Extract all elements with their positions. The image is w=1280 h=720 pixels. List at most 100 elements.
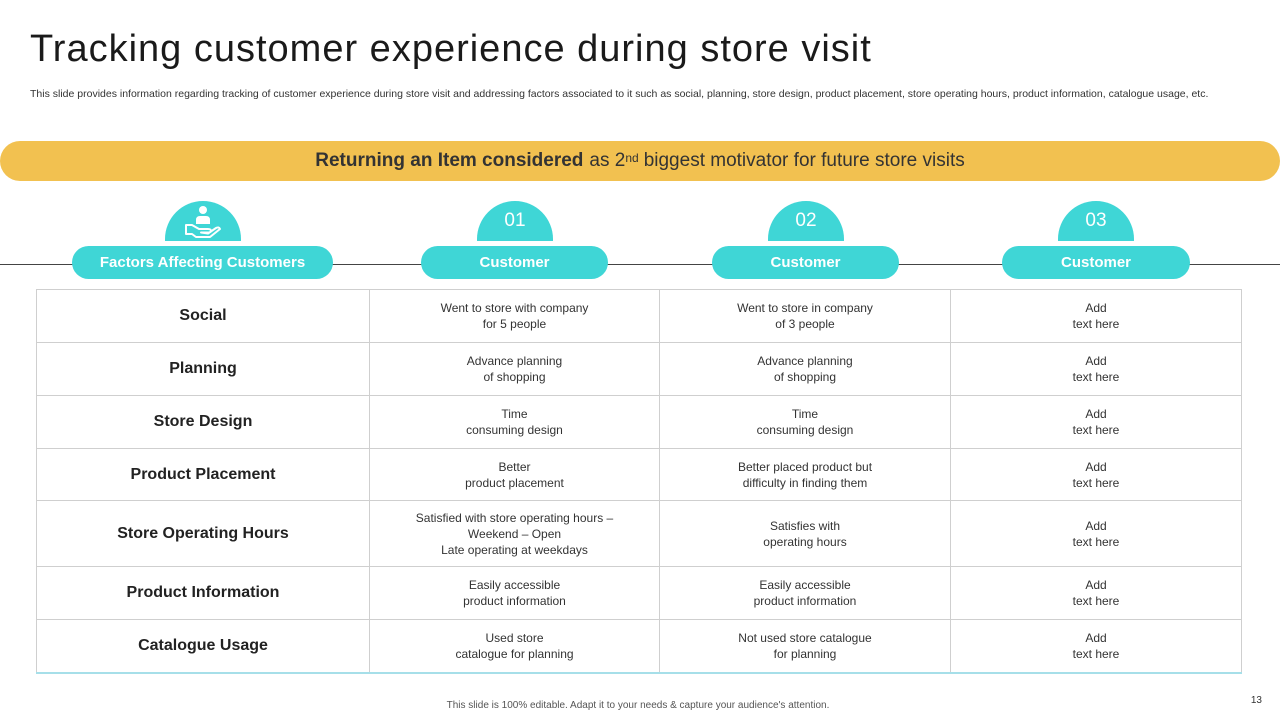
customer-03-header-pill: Customer bbox=[1002, 246, 1190, 279]
customer-01-number: 01 bbox=[504, 210, 526, 231]
customer-02-cell: Time consuming design bbox=[659, 395, 951, 449]
table-row: Store Operating Hours Satisfied with stor… bbox=[36, 500, 1242, 567]
banner-text-before-sup: as 2 bbox=[589, 150, 626, 171]
customer-01-cell: Advance planning of shopping bbox=[369, 342, 660, 396]
customer-02-number: 02 bbox=[795, 210, 817, 231]
customer-03-cell: Add text here bbox=[950, 619, 1242, 673]
customer-01-header-pill: Customer bbox=[421, 246, 608, 279]
cell-text-line: Went to store in company bbox=[737, 301, 873, 315]
table-row: Social Went to store with company for 5 pe… bbox=[36, 289, 1242, 343]
factor-cell: Product Placement bbox=[36, 448, 370, 501]
customer-02-cell: Went to store in company of 3 people bbox=[659, 289, 951, 343]
cell-text-line: Not used store catalogue bbox=[738, 630, 872, 645]
customer-02-cell: Advance planning of shopping bbox=[659, 342, 951, 396]
customer-01-header-label: Customer bbox=[479, 254, 550, 271]
customer-01-tab: 01 bbox=[477, 201, 553, 241]
footer-note: This slide is 100% editable. Adapt it to… bbox=[446, 700, 830, 711]
cell-text-line: text here bbox=[1072, 646, 1120, 661]
cell-text-line: of shopping bbox=[773, 370, 837, 384]
customer-03-cell: Add text here bbox=[950, 566, 1242, 620]
cell-text-line: for planning bbox=[773, 646, 837, 661]
cell-text-line: consuming design bbox=[756, 423, 854, 437]
customer-03-cell: Add text here bbox=[950, 342, 1242, 396]
banner-text-after-sup: biggest motivator for future store visit… bbox=[643, 150, 965, 171]
cell-text-line: Went to store with company bbox=[440, 301, 589, 315]
customer-03-number: 03 bbox=[1085, 210, 1107, 231]
cell-text-line: Used store bbox=[485, 630, 544, 645]
cell-text-line: Satisfied with store operating hours – bbox=[415, 510, 614, 525]
slide-subtitle: This slide provides information regardin… bbox=[30, 88, 1209, 100]
cell-text-line: operating hours bbox=[763, 534, 847, 549]
page-number: 13 bbox=[1250, 695, 1262, 706]
customer-01-cell: Went to store with company for 5 people bbox=[369, 289, 660, 343]
cell-text-line: product placement bbox=[465, 475, 564, 490]
cell-text-line: of 3 people bbox=[775, 317, 835, 331]
factors-column-tab bbox=[165, 201, 241, 241]
cell-text-line: Late operating at weekdays bbox=[441, 542, 588, 557]
cell-text-line: Weekend – Open bbox=[467, 526, 562, 541]
cell-text-line: Add bbox=[1085, 407, 1107, 421]
cell-text-line: Time bbox=[501, 407, 528, 421]
cell-text-line: Add bbox=[1085, 354, 1107, 368]
cell-text-line: text here bbox=[1072, 317, 1120, 331]
cell-text-line: of shopping bbox=[483, 370, 546, 384]
cell-text-line: Better bbox=[498, 459, 531, 474]
cell-text-line: Advance planning bbox=[466, 354, 563, 368]
table-body: Social Went to store with company for 5 pe… bbox=[36, 289, 1242, 673]
factor-cell: Catalogue Usage bbox=[36, 619, 370, 673]
cell-text-line: Easily accessible bbox=[759, 578, 851, 592]
customer-02-cell: Not used store catalogue for planning bbox=[659, 619, 951, 673]
header-divider-line bbox=[0, 264, 1280, 265]
customer-03-cell: Add text here bbox=[950, 448, 1242, 501]
table-row: Catalogue Usage Used store catalogue for p… bbox=[36, 619, 1242, 673]
table-row: Product Placement Better product placement… bbox=[36, 448, 1242, 501]
factor-cell: Planning bbox=[36, 342, 370, 396]
customer-03-cell: Add text here bbox=[950, 395, 1242, 449]
cell-text-line: Add bbox=[1085, 578, 1107, 592]
customer-03-tab: 03 bbox=[1058, 201, 1134, 241]
cell-text-line: Advance planning bbox=[757, 354, 853, 368]
cell-text-line: Add bbox=[1085, 518, 1107, 533]
cell-text-line: text here bbox=[1072, 423, 1120, 437]
table-row: Store Design Time consuming design Time cons… bbox=[36, 395, 1242, 449]
cell-text-line: Add bbox=[1085, 459, 1107, 474]
customer-02-cell: Better placed product but difficulty in f… bbox=[659, 448, 951, 501]
customer-01-cell: Time consuming design bbox=[369, 395, 660, 449]
factor-cell: Social bbox=[36, 289, 370, 343]
cell-text-line: text here bbox=[1072, 475, 1120, 490]
customer-01-cell: Satisfied with store operating hours – We… bbox=[369, 500, 660, 567]
banner-bold-text: Returning an Item considered bbox=[315, 150, 584, 171]
table-row: Planning Advance planning of shopping Advan… bbox=[36, 342, 1242, 396]
cell-text-line: text here bbox=[1072, 370, 1120, 384]
factor-cell: Store Design bbox=[36, 395, 370, 449]
factor-cell: Product Information bbox=[36, 566, 370, 620]
cell-text-line: Time bbox=[791, 407, 819, 421]
cell-text-line: product information bbox=[753, 594, 857, 608]
customer-02-header-label: Customer bbox=[770, 254, 841, 271]
customer-03-cell: Add text here bbox=[950, 289, 1242, 343]
banner-superscript: nd bbox=[625, 151, 639, 165]
factor-cell: Store Operating Hours bbox=[36, 500, 370, 567]
customer-02-tab: 02 bbox=[768, 201, 844, 241]
table-row: Product Information Easily accessible prod… bbox=[36, 566, 1242, 620]
cell-text-line: text here bbox=[1072, 594, 1120, 608]
cell-text-line: Easily accessible bbox=[468, 578, 561, 592]
customer-01-cell: Better product placement bbox=[369, 448, 660, 501]
customer-03-cell: Add text here bbox=[950, 500, 1242, 567]
factors-header-label: Factors Affecting Customers bbox=[99, 254, 306, 271]
customer-01-cell: Easily accessible product information bbox=[369, 566, 660, 620]
cell-text-line: Satisfies with bbox=[769, 518, 841, 533]
customer-02-cell: Satisfies with operating hours bbox=[659, 500, 951, 567]
cell-text-line: Add bbox=[1085, 630, 1107, 645]
cell-text-line: catalogue for planning bbox=[455, 646, 574, 661]
cell-text-line: difficulty in finding them bbox=[742, 475, 868, 490]
cell-text-line: product information bbox=[463, 594, 566, 608]
customer-experience-table: Social Went to store with company for 5 pe… bbox=[36, 289, 1242, 674]
factors-header-pill: Factors Affecting Customers bbox=[72, 246, 333, 279]
cell-text-line: for 5 people bbox=[482, 317, 547, 331]
cell-text-line: text here bbox=[1072, 534, 1120, 549]
customer-03-header-label: Customer bbox=[1060, 254, 1131, 271]
customer-02-header-pill: Customer bbox=[712, 246, 899, 279]
customer-01-cell: Used store catalogue for planning bbox=[369, 619, 660, 673]
